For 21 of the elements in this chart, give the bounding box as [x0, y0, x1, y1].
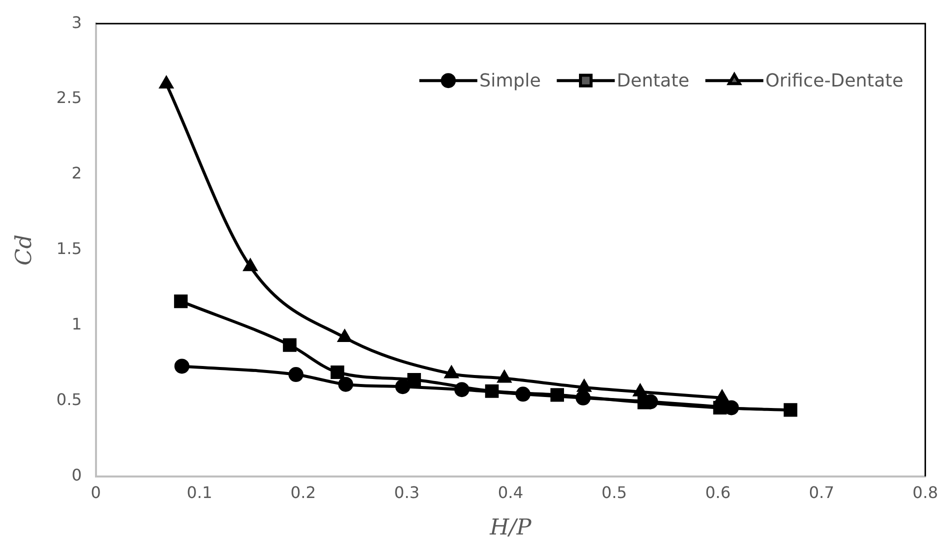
- y-tick-label: 3: [72, 12, 82, 32]
- legend-label: Dentate: [616, 70, 690, 92]
- x-tick-label: 0.4: [498, 483, 524, 502]
- legend-label: Simple: [479, 70, 541, 92]
- y-tick-label: 1.5: [56, 239, 82, 258]
- x-tick-label: 0.2: [290, 483, 316, 502]
- x-tick-label: 0.7: [808, 483, 834, 502]
- x-tick-label: 0.6: [705, 483, 731, 502]
- y-tick-label: 1: [72, 314, 82, 334]
- y-tick-label: 0: [72, 466, 82, 485]
- y-tick-label: 2: [72, 164, 82, 183]
- x-tick-label: 0.3: [394, 483, 420, 502]
- x-tick-label: 0: [90, 483, 101, 502]
- y-tick-label: 0.5: [56, 390, 82, 410]
- legend-label: Orifice-Dentate: [765, 70, 904, 92]
- y-tick-label: 2.5: [56, 88, 82, 108]
- x-tick-label: 0.5: [602, 483, 627, 502]
- x-axis-title: H/P: [488, 516, 532, 541]
- x-tick-label: 0.1: [186, 483, 212, 502]
- y-axis-title: Cd: [12, 234, 37, 266]
- x-tick-label: 0.8: [912, 483, 938, 502]
